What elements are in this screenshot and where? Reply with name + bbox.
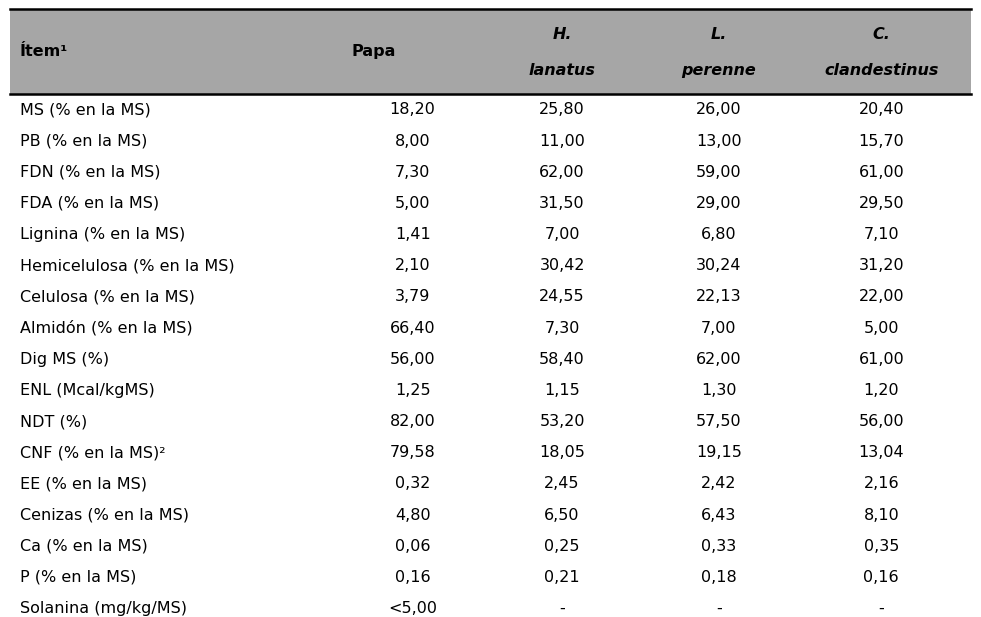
Text: 7,30: 7,30 bbox=[395, 165, 431, 180]
Text: 2,10: 2,10 bbox=[394, 259, 431, 273]
Text: Almidón (% en la MS): Almidón (% en la MS) bbox=[20, 320, 192, 336]
Text: 62,00: 62,00 bbox=[696, 352, 742, 366]
Text: 2,16: 2,16 bbox=[863, 476, 900, 491]
Text: 1,30: 1,30 bbox=[701, 383, 737, 398]
Text: 13,04: 13,04 bbox=[858, 445, 904, 460]
Text: 18,05: 18,05 bbox=[540, 445, 585, 460]
Text: 0,32: 0,32 bbox=[395, 476, 431, 491]
Text: 31,20: 31,20 bbox=[858, 259, 904, 273]
Text: 19,15: 19,15 bbox=[696, 445, 742, 460]
Text: 7,00: 7,00 bbox=[701, 321, 737, 336]
Bar bbox=[10, 9, 971, 94]
Text: 1,20: 1,20 bbox=[863, 383, 900, 398]
Text: 20,40: 20,40 bbox=[858, 102, 904, 117]
Text: Papa: Papa bbox=[351, 44, 395, 59]
Text: FDA (% en la MS): FDA (% en la MS) bbox=[20, 196, 159, 211]
Text: 56,00: 56,00 bbox=[389, 352, 436, 366]
Text: 24,55: 24,55 bbox=[540, 289, 585, 304]
Text: <5,00: <5,00 bbox=[388, 601, 438, 616]
Text: 7,30: 7,30 bbox=[544, 321, 580, 336]
Text: 0,18: 0,18 bbox=[701, 570, 737, 585]
Text: 56,00: 56,00 bbox=[858, 414, 904, 429]
Text: -: - bbox=[716, 601, 722, 616]
Text: 31,50: 31,50 bbox=[540, 196, 585, 211]
Text: 11,00: 11,00 bbox=[540, 134, 585, 149]
Text: 59,00: 59,00 bbox=[696, 165, 742, 180]
Text: 1,25: 1,25 bbox=[394, 383, 431, 398]
Text: H.: H. bbox=[552, 27, 572, 43]
Text: NDT (%): NDT (%) bbox=[20, 414, 87, 429]
Text: 5,00: 5,00 bbox=[863, 321, 899, 336]
Text: EE (% en la MS): EE (% en la MS) bbox=[20, 476, 146, 491]
Text: Ca (% en la MS): Ca (% en la MS) bbox=[20, 539, 147, 553]
Text: 66,40: 66,40 bbox=[389, 321, 436, 336]
Text: FDN (% en la MS): FDN (% en la MS) bbox=[20, 165, 160, 180]
Text: 2,42: 2,42 bbox=[701, 476, 737, 491]
Text: Lignina (% en la MS): Lignina (% en la MS) bbox=[20, 227, 184, 242]
Text: P (% en la MS): P (% en la MS) bbox=[20, 570, 136, 585]
Text: 25,80: 25,80 bbox=[540, 102, 585, 117]
Text: 18,20: 18,20 bbox=[389, 102, 436, 117]
Text: 0,16: 0,16 bbox=[394, 570, 431, 585]
Text: C.: C. bbox=[872, 27, 890, 43]
Text: 29,00: 29,00 bbox=[696, 196, 742, 211]
Text: 0,33: 0,33 bbox=[701, 539, 737, 553]
Text: 30,24: 30,24 bbox=[697, 259, 742, 273]
Text: 1,41: 1,41 bbox=[394, 227, 431, 242]
Text: 8,10: 8,10 bbox=[863, 508, 900, 523]
Text: 0,06: 0,06 bbox=[395, 539, 431, 553]
Text: 3,79: 3,79 bbox=[395, 289, 431, 304]
Text: 57,50: 57,50 bbox=[696, 414, 742, 429]
Text: Dig MS (%): Dig MS (%) bbox=[20, 352, 109, 366]
Text: Celulosa (% en la MS): Celulosa (% en la MS) bbox=[20, 289, 194, 304]
Text: 7,00: 7,00 bbox=[544, 227, 580, 242]
Text: 4,80: 4,80 bbox=[394, 508, 431, 523]
Text: Ítem¹: Ítem¹ bbox=[20, 44, 68, 59]
Text: Cenizas (% en la MS): Cenizas (% en la MS) bbox=[20, 508, 188, 523]
Text: 22,00: 22,00 bbox=[858, 289, 904, 304]
Text: L.: L. bbox=[710, 27, 727, 43]
Text: -: - bbox=[878, 601, 884, 616]
Text: PB (% en la MS): PB (% en la MS) bbox=[20, 134, 147, 149]
Text: lanatus: lanatus bbox=[529, 63, 595, 78]
Text: 62,00: 62,00 bbox=[540, 165, 585, 180]
Text: 1,15: 1,15 bbox=[544, 383, 580, 398]
Text: 82,00: 82,00 bbox=[389, 414, 436, 429]
Text: clandestinus: clandestinus bbox=[824, 63, 939, 78]
Text: MS (% en la MS): MS (% en la MS) bbox=[20, 102, 150, 117]
Text: Hemicelulosa (% en la MS): Hemicelulosa (% en la MS) bbox=[20, 259, 234, 273]
Text: 79,58: 79,58 bbox=[389, 445, 436, 460]
Text: 6,80: 6,80 bbox=[701, 227, 737, 242]
Text: 7,10: 7,10 bbox=[863, 227, 900, 242]
Text: 8,00: 8,00 bbox=[394, 134, 431, 149]
Text: 29,50: 29,50 bbox=[858, 196, 904, 211]
Text: 61,00: 61,00 bbox=[858, 165, 904, 180]
Text: 6,43: 6,43 bbox=[701, 508, 737, 523]
Text: 0,25: 0,25 bbox=[544, 539, 580, 553]
Text: 6,50: 6,50 bbox=[544, 508, 580, 523]
Text: 53,20: 53,20 bbox=[540, 414, 585, 429]
Text: 61,00: 61,00 bbox=[858, 352, 904, 366]
Text: 0,21: 0,21 bbox=[544, 570, 580, 585]
Text: -: - bbox=[559, 601, 565, 616]
Text: 30,42: 30,42 bbox=[540, 259, 585, 273]
Text: 58,40: 58,40 bbox=[540, 352, 585, 366]
Text: 0,16: 0,16 bbox=[863, 570, 900, 585]
Text: ENL (Mcal/kgMS): ENL (Mcal/kgMS) bbox=[20, 383, 154, 398]
Text: Solanina (mg/kg/MS): Solanina (mg/kg/MS) bbox=[20, 601, 186, 616]
Text: 22,13: 22,13 bbox=[696, 289, 742, 304]
Text: perenne: perenne bbox=[682, 63, 756, 78]
Text: 2,45: 2,45 bbox=[544, 476, 580, 491]
Text: CNF (% en la MS)²: CNF (% en la MS)² bbox=[20, 445, 165, 460]
Text: 26,00: 26,00 bbox=[696, 102, 742, 117]
Text: 13,00: 13,00 bbox=[696, 134, 742, 149]
Text: 5,00: 5,00 bbox=[395, 196, 431, 211]
Text: 15,70: 15,70 bbox=[858, 134, 904, 149]
Text: 0,35: 0,35 bbox=[863, 539, 899, 553]
